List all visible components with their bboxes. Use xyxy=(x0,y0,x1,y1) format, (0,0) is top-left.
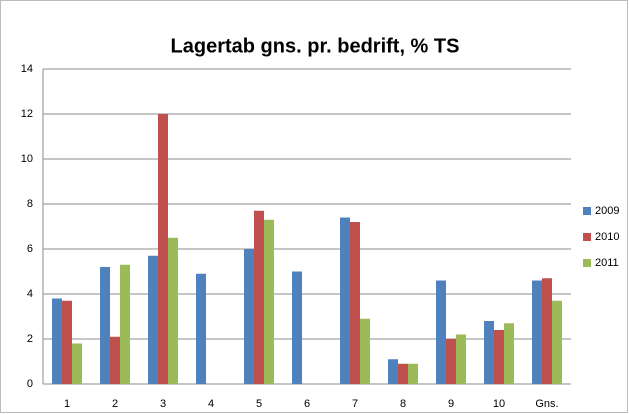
bar xyxy=(168,237,178,384)
bar xyxy=(244,249,254,384)
legend-swatch xyxy=(583,207,591,215)
x-tick-label: 9 xyxy=(448,398,454,410)
y-tick-label: 10 xyxy=(21,153,33,165)
x-tick-label: 3 xyxy=(160,398,166,410)
bar xyxy=(532,280,542,384)
y-tick-label: 6 xyxy=(27,243,33,255)
legend-label: 2011 xyxy=(595,257,619,269)
bar xyxy=(254,210,264,384)
y-tick-label: 8 xyxy=(27,198,33,210)
bar xyxy=(52,298,62,384)
bar xyxy=(388,359,398,384)
bar xyxy=(504,323,514,384)
x-tick-label: 10 xyxy=(493,398,505,410)
bar xyxy=(120,264,130,384)
bar xyxy=(72,343,82,384)
y-tick-label: 12 xyxy=(21,108,33,120)
legend-label: 2010 xyxy=(595,231,619,243)
bar xyxy=(148,255,158,384)
bar xyxy=(552,300,562,384)
x-tick-label: 2 xyxy=(112,398,118,410)
bar xyxy=(436,280,446,384)
bar xyxy=(456,334,466,384)
y-tick-label: 4 xyxy=(27,288,33,300)
x-tick-label: 5 xyxy=(256,398,262,410)
bar xyxy=(446,339,456,384)
bar xyxy=(542,278,552,384)
x-tick-label: 6 xyxy=(304,398,310,410)
x-tick-label: 4 xyxy=(208,398,214,410)
x-tick-label: 1 xyxy=(64,398,70,410)
x-tick-label: Gns. xyxy=(535,398,558,410)
legend-swatch xyxy=(583,259,591,267)
bar xyxy=(292,271,302,384)
bar xyxy=(110,336,120,384)
legend-label: 2009 xyxy=(595,205,619,217)
chart-title: Lagertab gns. pr. bedrift, % TS xyxy=(171,35,460,57)
bar xyxy=(398,363,408,384)
bar xyxy=(340,217,350,384)
bar xyxy=(484,321,494,384)
y-tick-label: 2 xyxy=(27,333,33,345)
y-tick-label: 0 xyxy=(27,378,33,390)
x-tick-label: 7 xyxy=(352,398,358,410)
bar xyxy=(494,330,504,384)
y-tick-label: 14 xyxy=(21,63,33,75)
legend-swatch xyxy=(583,233,591,241)
bar xyxy=(158,114,168,384)
x-tick-label: 8 xyxy=(400,398,406,410)
bar xyxy=(196,273,206,384)
bar xyxy=(350,222,360,384)
bar xyxy=(62,300,72,384)
bar xyxy=(100,267,110,384)
bar xyxy=(360,318,370,384)
bar xyxy=(264,219,274,384)
bar xyxy=(408,363,418,384)
